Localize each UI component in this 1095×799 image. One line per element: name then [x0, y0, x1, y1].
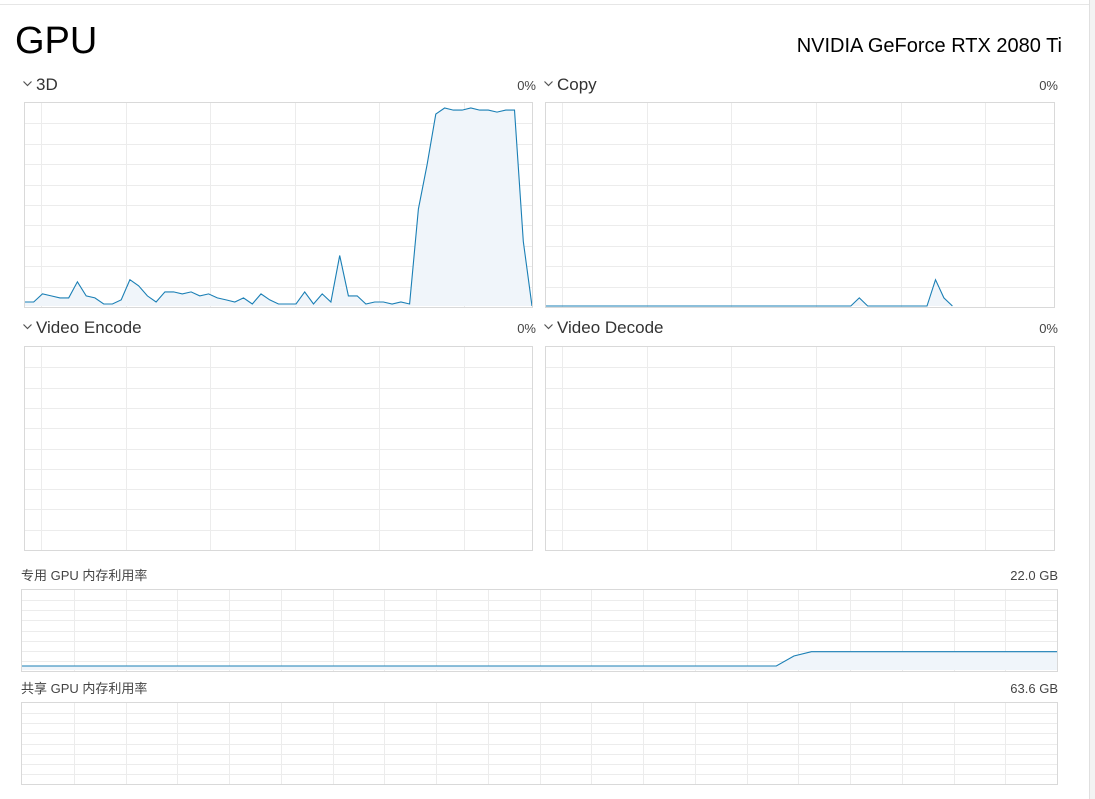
graph-grid [546, 347, 1054, 550]
engine-label: Video Decode [557, 318, 664, 337]
3d-utilization-graph [24, 102, 533, 308]
chevron-down-icon [544, 324, 553, 330]
graph-grid [546, 103, 1054, 307]
graph-canvas [25, 103, 532, 307]
copy-utilization-graph [545, 102, 1055, 308]
graph-grid [22, 590, 1057, 671]
shared-memory-value: 63.6 GB [1010, 681, 1058, 696]
graph-grid [22, 703, 1057, 784]
graph-canvas [22, 590, 1057, 671]
graph-canvas [546, 103, 1054, 307]
engine-percent: 0% [517, 78, 536, 93]
window-top-border [0, 4, 1089, 5]
scrollbar-track[interactable] [1089, 0, 1095, 799]
dedicated-memory-value: 22.0 GB [1010, 568, 1058, 583]
engine-selector-video-decode[interactable]: Video Decode [543, 317, 664, 339]
dedicated-memory-label: 专用 GPU 内存利用率 [21, 568, 148, 583]
engine-label: Copy [557, 75, 597, 94]
engine-selector-video-encode[interactable]: Video Encode [22, 317, 142, 339]
engine-label: 3D [36, 75, 58, 94]
gpu-device-name: NVIDIA GeForce RTX 2080 Ti [796, 35, 1062, 57]
series-area [22, 651, 1057, 670]
series-area [546, 279, 953, 306]
video-encode-utilization-graph [24, 346, 533, 551]
engine-percent: 0% [517, 321, 536, 336]
series-area [25, 108, 532, 306]
engine-selector-3d[interactable]: 3D [22, 74, 58, 96]
series-line [546, 278, 953, 307]
series-line [25, 107, 532, 307]
engine-percent: 0% [1039, 321, 1058, 336]
chevron-down-icon [544, 81, 553, 87]
graph-canvas [25, 347, 532, 550]
graph-canvas [22, 703, 1057, 784]
graph-grid [25, 103, 532, 307]
engine-label: Video Encode [36, 318, 142, 337]
graph-canvas [546, 347, 1054, 550]
video-decode-utilization-graph [545, 346, 1055, 551]
chevron-down-icon [23, 81, 32, 87]
series-line [22, 651, 1057, 667]
engine-selector-copy[interactable]: Copy [543, 74, 597, 96]
page-title: GPU [15, 20, 98, 62]
shared-memory-graph [21, 702, 1058, 785]
dedicated-memory-graph [21, 589, 1058, 672]
graph-grid [25, 347, 532, 550]
chevron-down-icon [23, 324, 32, 330]
engine-percent: 0% [1039, 78, 1058, 93]
shared-memory-label: 共享 GPU 内存利用率 [21, 681, 148, 696]
